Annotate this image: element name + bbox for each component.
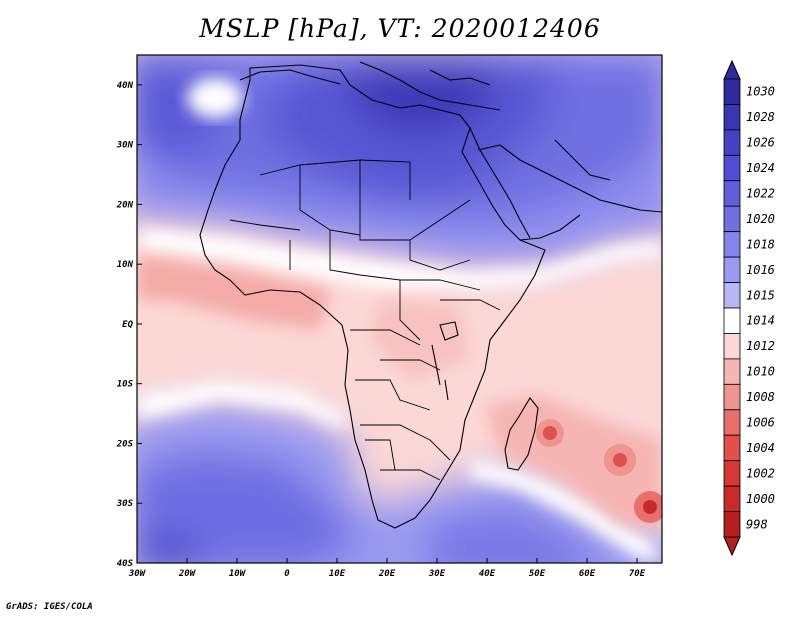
lat-label: 40S — [117, 559, 134, 569]
colorbar-label: 1015 — [746, 288, 775, 302]
colorbar: 1030 1028 1026 1024 1022 1020 1018 1016 1015 1014… — [723, 59, 775, 557]
red-sea — [469, 127, 531, 239]
lake-victoria — [439, 321, 459, 341]
colorbar-label: 1020 — [746, 212, 775, 226]
coastlines — [199, 61, 662, 529]
colorbar-swatch — [723, 460, 741, 487]
credit-text: GrADS: IGES/COLA — [6, 602, 93, 612]
lon-label: 0 — [284, 569, 290, 579]
lon-label: 30E — [428, 569, 446, 579]
lon-label: 40E — [479, 569, 496, 579]
colorbar-swatch — [723, 129, 741, 156]
colorbar-label: 1016 — [746, 263, 775, 277]
colorbar-swatch — [723, 409, 741, 436]
lon-label: 30W — [128, 569, 147, 579]
lon-label: 20W — [178, 569, 197, 579]
colorbar-label: 1008 — [746, 390, 775, 404]
colorbar-swatch — [723, 434, 741, 462]
colorbar-label: 1002 — [746, 466, 775, 480]
colorbar-label: 1010 — [746, 365, 775, 379]
cyclones — [536, 419, 662, 523]
lat-label: EQ — [122, 320, 133, 330]
lon-label: 60E — [579, 569, 596, 579]
lon-label: 50E — [529, 569, 546, 579]
colorbar-top-arrow — [723, 59, 741, 80]
lat-label: 10N — [117, 260, 134, 270]
cyclone-3-core — [643, 500, 657, 514]
indian-ocean-low-zone — [485, 395, 662, 530]
arabian-peninsula — [477, 144, 662, 241]
colorbar-label: 1024 — [746, 161, 775, 175]
colorbar-swatch — [723, 154, 741, 182]
lat-label: 30N — [116, 141, 134, 151]
colorbar-label: 1006 — [746, 416, 775, 430]
white-high-spot — [187, 78, 243, 118]
colorbar-label: 1012 — [746, 339, 775, 353]
mediterranean-coast — [239, 61, 501, 111]
colorbar-swatch — [723, 383, 741, 411]
lon-label: 10E — [329, 569, 346, 579]
map-title: MSLP [hPa], VT: 2020012406 — [199, 14, 601, 43]
colorbar-bottom-arrow — [723, 536, 741, 557]
transition-band-south — [137, 380, 662, 560]
longitude-axis: 30W 20W 10W 0 10E 20E 30E 40E 50E 60E 70E — [128, 558, 646, 579]
map-frame — [136, 54, 663, 564]
africa-coastline — [199, 64, 546, 529]
colorbar-label: 1022 — [746, 187, 775, 201]
transition-band-north — [140, 228, 662, 290]
colorbar-label: 1028 — [746, 110, 775, 124]
lon-label: 20E — [378, 569, 396, 579]
colorbar-label: 1026 — [746, 136, 775, 150]
colorbar-label: 1018 — [746, 237, 775, 251]
colorbar-label: 998 — [746, 517, 768, 531]
colorbar-swatch — [723, 282, 741, 309]
pressure-field — [137, 55, 662, 563]
cyclone-1-core — [543, 426, 557, 440]
colorbar-swatch — [723, 78, 741, 105]
colorbar-swatch — [723, 333, 741, 360]
lat-label: 10S — [117, 380, 134, 390]
madagascar — [504, 397, 539, 471]
colorbar-swatch — [723, 104, 741, 131]
colorbar-swatch — [723, 205, 741, 233]
colorbar-label: 1030 — [746, 85, 775, 99]
south-high-region — [137, 400, 662, 563]
persian-gulf — [554, 139, 611, 181]
rift-lakes — [431, 344, 449, 401]
cyclone-2-core — [613, 453, 627, 467]
colorbar-swatch — [723, 358, 741, 385]
lat-label: 30S — [116, 499, 134, 509]
lon-label: 70E — [629, 569, 646, 579]
lat-label: 20S — [116, 439, 134, 449]
lat-label: 40N — [117, 81, 134, 91]
country-borders — [229, 159, 501, 481]
colorbar-label: 1000 — [746, 492, 775, 506]
colorbar-label: 1014 — [746, 314, 775, 328]
colorbar-swatch — [723, 485, 741, 512]
colorbar-swatch — [723, 231, 741, 258]
colorbar-label: 1004 — [746, 441, 775, 455]
lat-label: 20N — [116, 200, 134, 210]
colorbar-swatch — [723, 256, 741, 283]
colorbar-swatch — [723, 307, 741, 334]
colorbar-swatch — [723, 180, 741, 207]
lon-label: 10W — [229, 569, 247, 579]
colorbar-swatch — [723, 511, 741, 538]
latitude-axis: 40N 30N 20N 10N EQ 10S 20S 30S 40S — [116, 81, 142, 569]
